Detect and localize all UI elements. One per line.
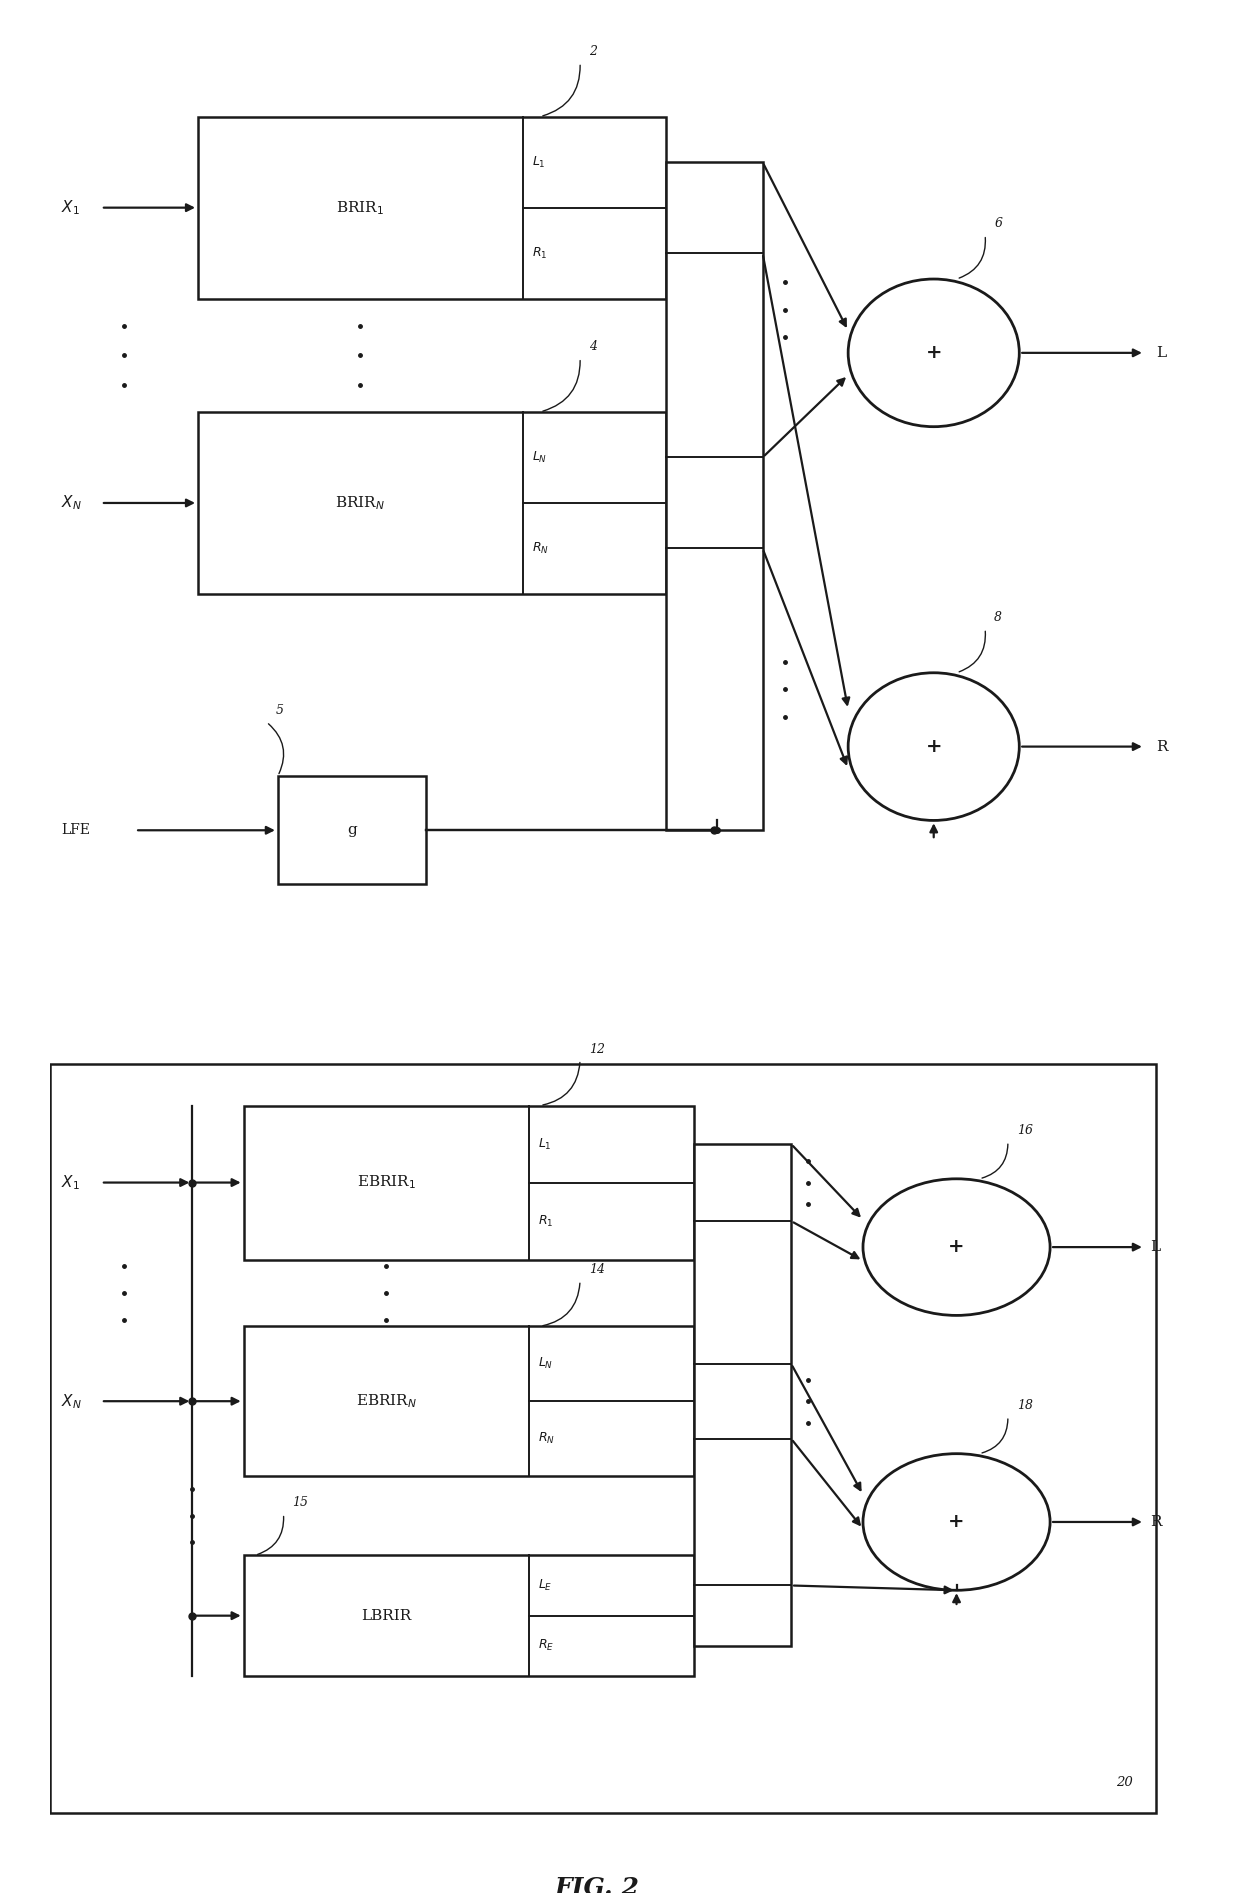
Text: $R_N$: $R_N$ <box>538 1431 554 1446</box>
Bar <box>278 776 427 884</box>
Text: 20: 20 <box>1116 1776 1133 1789</box>
Bar <box>243 1556 694 1675</box>
Text: $X_1$: $X_1$ <box>61 199 79 218</box>
Text: EBRIR$_N$: EBRIR$_N$ <box>356 1393 417 1410</box>
Text: 5: 5 <box>275 704 284 717</box>
Text: FIG. 1: FIG. 1 <box>554 1070 640 1094</box>
Text: FIG. 2: FIG. 2 <box>554 1876 640 1893</box>
Text: 16: 16 <box>1017 1124 1033 1138</box>
Text: 12: 12 <box>589 1043 605 1056</box>
Text: R: R <box>1156 740 1168 753</box>
Text: +: + <box>925 738 942 755</box>
Text: $X_1$: $X_1$ <box>61 1174 79 1193</box>
Text: 14: 14 <box>589 1263 605 1276</box>
Bar <box>694 1143 791 1645</box>
Text: LFE: LFE <box>61 823 91 837</box>
Text: $L_1$: $L_1$ <box>538 1136 552 1151</box>
Text: g: g <box>347 823 357 837</box>
Text: $X_N$: $X_N$ <box>61 1391 82 1410</box>
Bar <box>198 413 666 594</box>
Text: $R_1$: $R_1$ <box>538 1213 553 1229</box>
Text: +: + <box>949 1238 965 1257</box>
Text: R: R <box>1151 1514 1162 1530</box>
Text: $R_N$: $R_N$ <box>532 541 549 557</box>
Text: $L_N$: $L_N$ <box>532 451 547 466</box>
Text: $R_1$: $R_1$ <box>532 246 548 261</box>
Text: 8: 8 <box>994 611 1002 623</box>
Text: 2: 2 <box>589 45 598 57</box>
Text: L: L <box>1151 1240 1161 1253</box>
Text: 6: 6 <box>994 218 1002 229</box>
Bar <box>198 117 666 299</box>
Text: $R_E$: $R_E$ <box>538 1637 554 1653</box>
Text: $L_N$: $L_N$ <box>538 1355 553 1371</box>
Bar <box>243 1327 694 1477</box>
Text: +: + <box>925 345 942 362</box>
Text: $L_1$: $L_1$ <box>532 155 546 170</box>
Text: $L_E$: $L_E$ <box>538 1579 552 1594</box>
Text: $X_N$: $X_N$ <box>61 494 82 513</box>
Bar <box>666 163 763 831</box>
Bar <box>243 1106 694 1259</box>
Text: 4: 4 <box>589 341 598 352</box>
Text: 15: 15 <box>293 1497 309 1509</box>
Text: 18: 18 <box>1017 1399 1033 1412</box>
Text: BRIR$_1$: BRIR$_1$ <box>336 199 384 216</box>
Text: LBRIR: LBRIR <box>361 1609 412 1622</box>
Text: BRIR$_N$: BRIR$_N$ <box>336 494 386 511</box>
Text: (PRIOR ART): (PRIOR ART) <box>542 1141 652 1159</box>
Text: L: L <box>1156 346 1167 360</box>
Text: +: + <box>949 1513 965 1531</box>
Text: EBRIR$_1$: EBRIR$_1$ <box>357 1174 415 1191</box>
